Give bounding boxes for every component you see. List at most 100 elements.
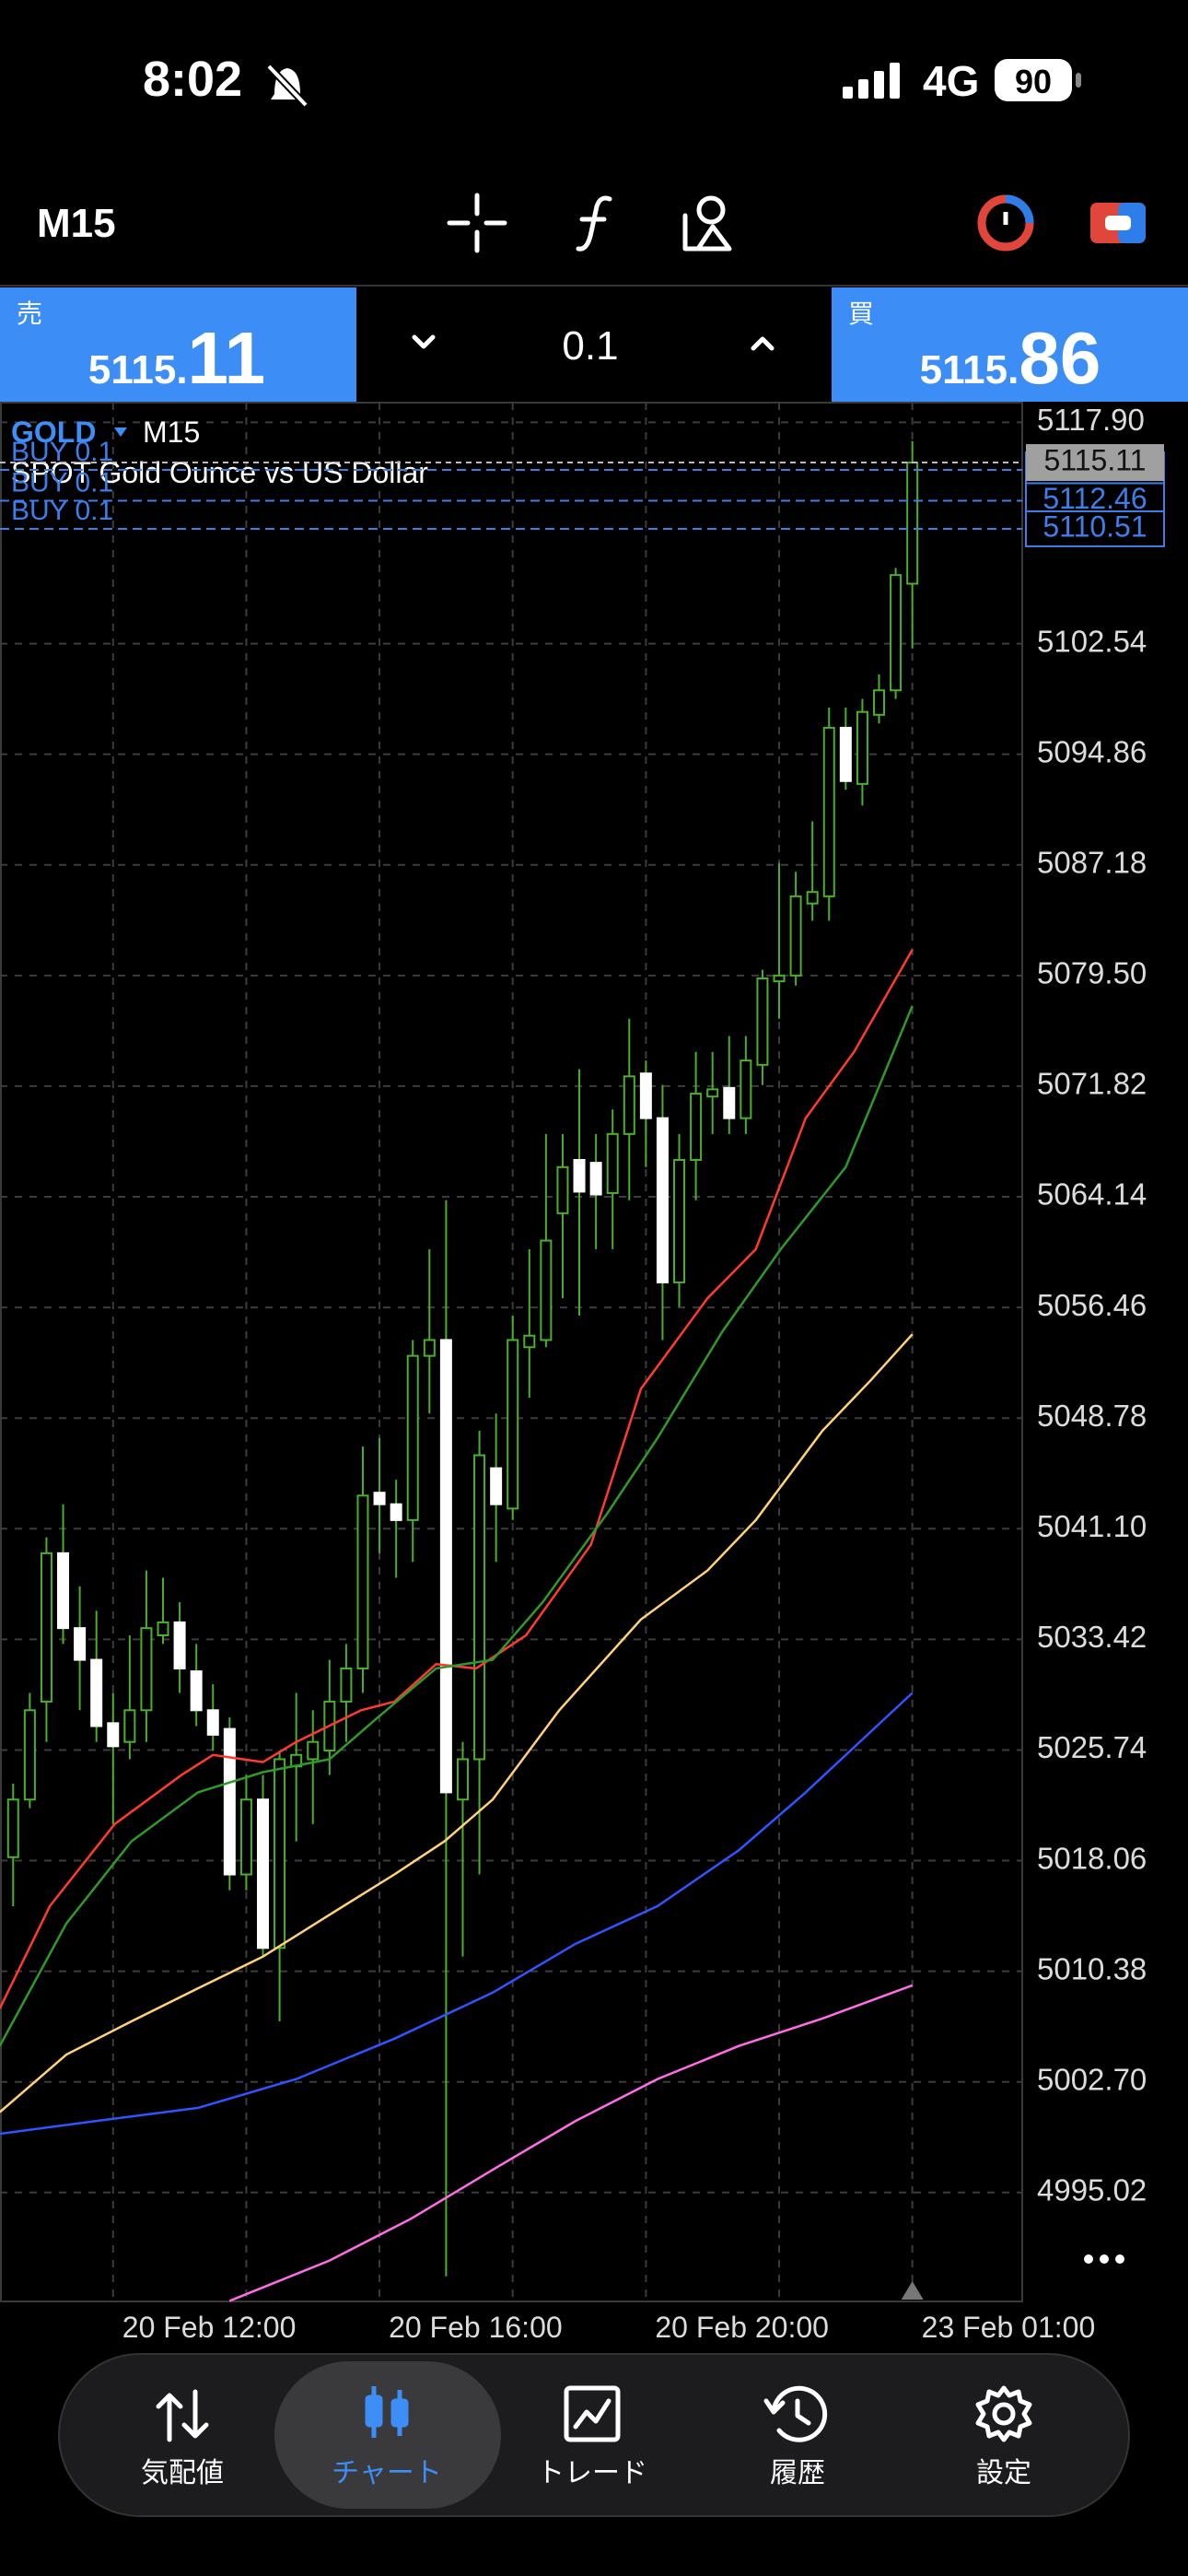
candle-body <box>406 1354 419 1521</box>
candle-body <box>23 1709 36 1801</box>
candle-body <box>57 1551 70 1630</box>
candle-body <box>822 726 835 897</box>
indicator-line <box>228 1984 914 2302</box>
candle-body <box>223 1727 236 1876</box>
battery-icon <box>995 59 1081 101</box>
candle-body <box>107 1722 120 1748</box>
candle-body <box>239 1798 252 1876</box>
chart-symbol[interactable]: GOLD <box>11 416 96 449</box>
indicator-line <box>0 1005 914 2047</box>
x-tick-label: 20 Feb 12:00 <box>122 2311 297 2344</box>
candle-body <box>856 710 868 785</box>
candle-body <box>473 1454 486 1761</box>
candle-body <box>307 1740 320 1761</box>
y-tick-label: 5071.82 <box>1037 1067 1147 1101</box>
trade-icon[interactable] <box>564 2385 621 2442</box>
candle-body <box>123 1709 136 1743</box>
y-tick-label: 5018.06 <box>1037 1841 1147 1875</box>
candle-body <box>906 462 919 585</box>
history-icon[interactable] <box>763 2385 828 2442</box>
indicator-line <box>0 1692 914 2136</box>
candle-body <box>890 574 903 692</box>
y-tick-label: 5094.86 <box>1037 734 1147 768</box>
position-price-box <box>1025 509 1165 547</box>
candle-body <box>556 1165 569 1214</box>
tab-label[interactable]: 気配値 <box>141 2458 224 2488</box>
candle-body <box>789 895 802 977</box>
candle-body <box>257 1798 270 1950</box>
candle-body <box>340 1667 353 1703</box>
candle-body <box>573 1158 586 1193</box>
y-tick-label: 5102.54 <box>1037 624 1147 658</box>
y-tick-label: 5087.18 <box>1037 845 1147 879</box>
buy-button[interactable] <box>832 287 1188 402</box>
candle-body <box>623 1075 635 1135</box>
candle-body <box>723 1086 736 1119</box>
candle-body <box>756 977 769 1066</box>
indicator-line <box>0 1333 914 2113</box>
sell-price-big: 11 <box>188 317 266 399</box>
candle-body <box>190 1670 203 1712</box>
one-click-trading-button[interactable] <box>977 194 1034 252</box>
lot-decrease-button[interactable] <box>412 334 436 349</box>
quotes-icon[interactable] <box>156 2389 209 2442</box>
candle-body <box>507 1339 519 1510</box>
crosshair-button[interactable] <box>447 193 507 253</box>
battery-level: 90 <box>1015 63 1052 100</box>
trade-panel-button[interactable] <box>1090 203 1146 243</box>
candle-body <box>673 1158 686 1283</box>
y-tick-label: 4995.02 <box>1037 2173 1147 2207</box>
tab-label[interactable]: トレード <box>537 2458 647 2488</box>
objects-button[interactable] <box>682 195 732 252</box>
tab-label[interactable]: 履歴 <box>770 2458 825 2488</box>
position-label: BUY 0.1 <box>11 467 113 498</box>
tab-bar <box>58 2353 1130 2517</box>
candle-body <box>690 1093 703 1161</box>
candle-body <box>390 1503 402 1521</box>
candle-body <box>740 1060 752 1119</box>
settings-icon[interactable] <box>975 2385 1032 2442</box>
position-price: 5110.51 <box>1042 509 1147 543</box>
period-marker <box>901 2281 924 2300</box>
indicator-line <box>0 949 914 2009</box>
candle-body <box>639 1072 652 1119</box>
buy-price-main: 5115. <box>920 347 1019 392</box>
more-button[interactable] <box>1084 2254 1124 2264</box>
y-tick-label: 5033.42 <box>1037 1620 1147 1654</box>
candle-body <box>540 1239 553 1341</box>
chart-timeframe: M15 <box>143 416 200 449</box>
symbol-dropdown-icon[interactable] <box>114 427 127 437</box>
sell-button[interactable] <box>0 287 356 402</box>
sell-label: 売 <box>17 299 42 328</box>
candle-body <box>74 1627 87 1661</box>
x-tick-label: 20 Feb 20:00 <box>655 2311 829 2344</box>
y-tick-label: 5041.10 <box>1037 1509 1147 1543</box>
x-tick-label: 20 Feb 16:00 <box>389 2311 563 2344</box>
network-type: 4G <box>923 57 979 105</box>
indicators-button[interactable] <box>576 195 612 252</box>
timeframe-button[interactable]: M15 <box>37 201 116 246</box>
candle-body <box>423 1339 436 1357</box>
candle-body <box>6 1798 19 1858</box>
y-tick-label: 5056.46 <box>1037 1288 1147 1322</box>
position-label: BUY 0.1 <box>11 496 113 526</box>
chart-tab-icon[interactable] <box>365 2386 409 2438</box>
silent-icon <box>266 64 309 108</box>
buy-price: 5115.86 <box>920 317 1101 399</box>
lot-increase-button[interactable] <box>751 336 775 351</box>
candle-body <box>589 1162 602 1196</box>
candle-body <box>40 1551 52 1703</box>
buy-label: 買 <box>848 299 874 328</box>
y-tick-label: 5079.50 <box>1037 956 1147 990</box>
y-tick-label: 5048.78 <box>1037 1399 1147 1433</box>
tab-label[interactable]: 設定 <box>976 2458 1031 2488</box>
candle-body <box>806 891 819 905</box>
lot-size[interactable]: 0.1 <box>562 323 618 369</box>
candle-body <box>456 1758 469 1801</box>
tab-label[interactable]: チャート <box>332 2458 442 2488</box>
bid-price: 5115.11 <box>1044 443 1147 476</box>
position-price: 5112.46 <box>1042 482 1147 515</box>
candle-body <box>773 974 786 983</box>
candle-body <box>206 1709 219 1736</box>
